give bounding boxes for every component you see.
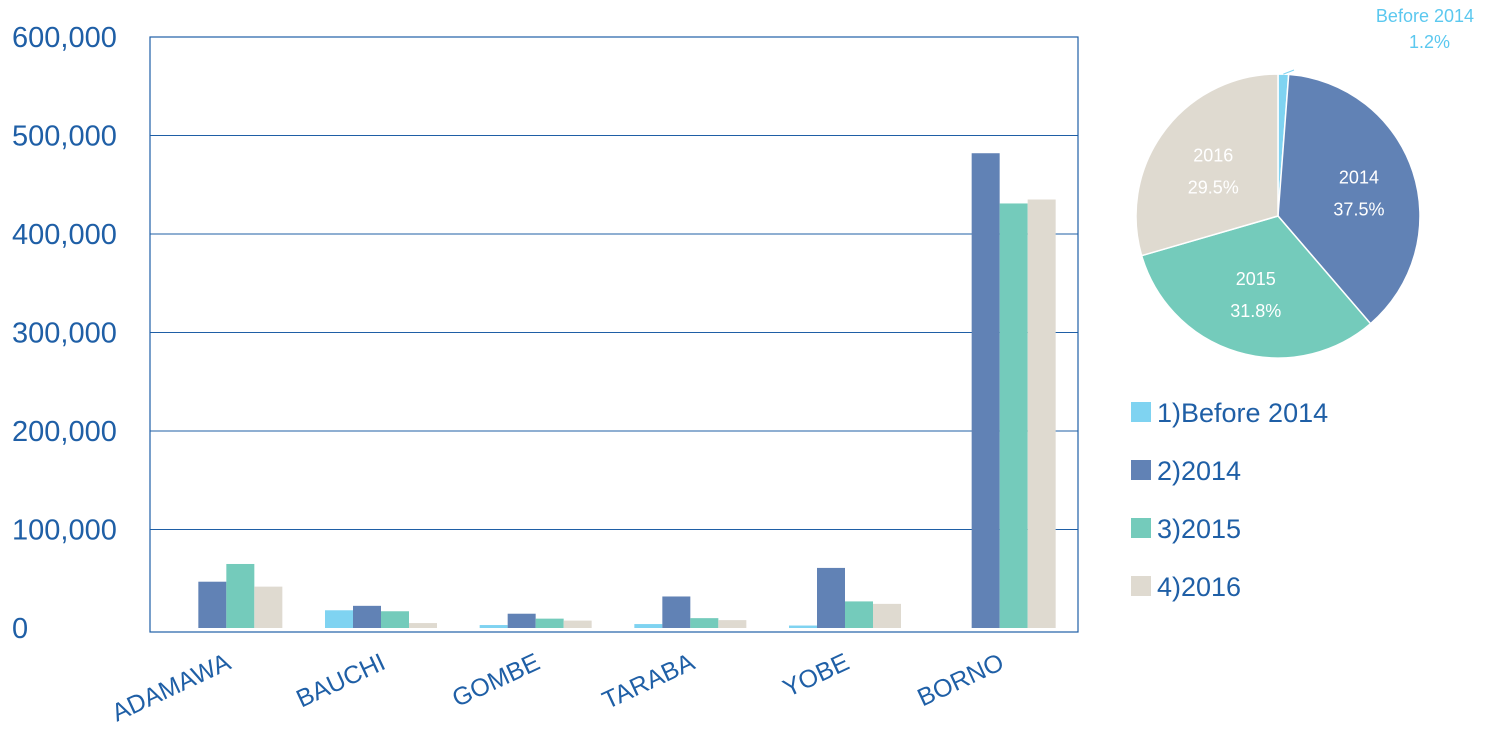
x-tick-label: GOMBE	[448, 648, 544, 713]
pie-label-percent: 37.5%	[1333, 199, 1384, 219]
y-axis-ticks: 0 100,000 200,000 300,000 400,000 500,000 600,…	[12, 22, 117, 645]
legend: 1)Before 2014 2)2014 3)2015 4)2016	[1131, 398, 1328, 602]
pie-slice-2016	[1135, 73, 1279, 257]
bar-bauchi-s1	[325, 610, 353, 628]
legend-swatch	[1131, 518, 1151, 538]
legend-swatch	[1131, 460, 1151, 480]
legend-label: 1)Before 2014	[1157, 398, 1328, 428]
y-tick-label: 400,000	[12, 219, 117, 251]
x-tick-label: TARABA	[598, 648, 699, 715]
pie-slice-2014	[1277, 73, 1421, 325]
grid-lines	[150, 135, 1078, 530]
x-axis-ticks: ADAMAWA BAUCHI GOMBE TARABA YOBE BORNO	[108, 648, 1009, 727]
y-tick-label: 500,000	[12, 121, 117, 153]
bar-bauchi-s2	[353, 605, 381, 628]
bar-adamawa-s3	[226, 563, 255, 628]
legend-swatch	[1131, 576, 1151, 596]
bar-bauchi-s4	[409, 623, 437, 628]
y-tick-label: 100,000	[12, 515, 117, 547]
bar-borno-s3	[999, 203, 1028, 628]
plot-frame	[149, 36, 1079, 633]
x-tick-label: ADAMAWA	[108, 648, 236, 727]
pie-labels: Before 2014 1.2% 2014 37.5% 2015 31.8% 2016 29.…	[1188, 6, 1474, 321]
legend-label: 2)2014	[1157, 456, 1241, 486]
pie-label-name: 2015	[1236, 269, 1276, 289]
bar-adamawa-s4	[254, 586, 283, 628]
pie-chart	[1135, 73, 1421, 359]
y-tick-label: 300,000	[12, 318, 117, 350]
bar-taraba-s2	[662, 596, 691, 628]
pie-leader-line	[1283, 69, 1295, 75]
y-tick-label: 200,000	[12, 416, 117, 448]
legend-label: 4)2016	[1157, 572, 1241, 602]
bar-gombe-s1	[479, 625, 508, 628]
legend-label: 3)2015	[1157, 514, 1241, 544]
bar-taraba-s3	[690, 618, 719, 628]
bar-yobe-s4	[873, 603, 901, 628]
y-tick-label: 0	[12, 613, 28, 645]
bar-gombe-s4	[563, 620, 592, 628]
bar-adamawa-s2	[198, 581, 227, 628]
bar-yobe-s2	[817, 567, 845, 628]
bar-gombe-s3	[535, 618, 564, 628]
pie-label-percent: 29.5%	[1188, 177, 1239, 197]
pie-label-percent: 31.8%	[1230, 301, 1281, 321]
pie-label-percent: 1.2%	[1409, 32, 1450, 52]
bars-group	[198, 153, 1056, 629]
x-tick-label: BORNO	[913, 648, 1008, 712]
bar-bauchi-s3	[381, 611, 409, 628]
pie-label-name: 2014	[1339, 167, 1379, 187]
y-tick-label: 600,000	[12, 22, 117, 54]
legend-swatch	[1131, 402, 1151, 422]
plot-border	[149, 36, 1079, 633]
bar-borno-s4	[1027, 199, 1056, 628]
pie-label-name: 2016	[1193, 145, 1233, 165]
bar-borno-s2	[971, 153, 1000, 629]
bar-taraba-s1	[634, 624, 663, 628]
pie-label-name: Before 2014	[1376, 6, 1474, 26]
pie-slice-2015	[1140, 215, 1372, 359]
bar-yobe-s3	[845, 601, 873, 628]
bar-yobe-s1	[789, 625, 817, 628]
bar-gombe-s2	[507, 613, 536, 628]
x-tick-label: YOBE	[779, 648, 854, 703]
x-tick-label: BAUCHI	[292, 648, 389, 713]
bar-taraba-s4	[718, 620, 747, 628]
